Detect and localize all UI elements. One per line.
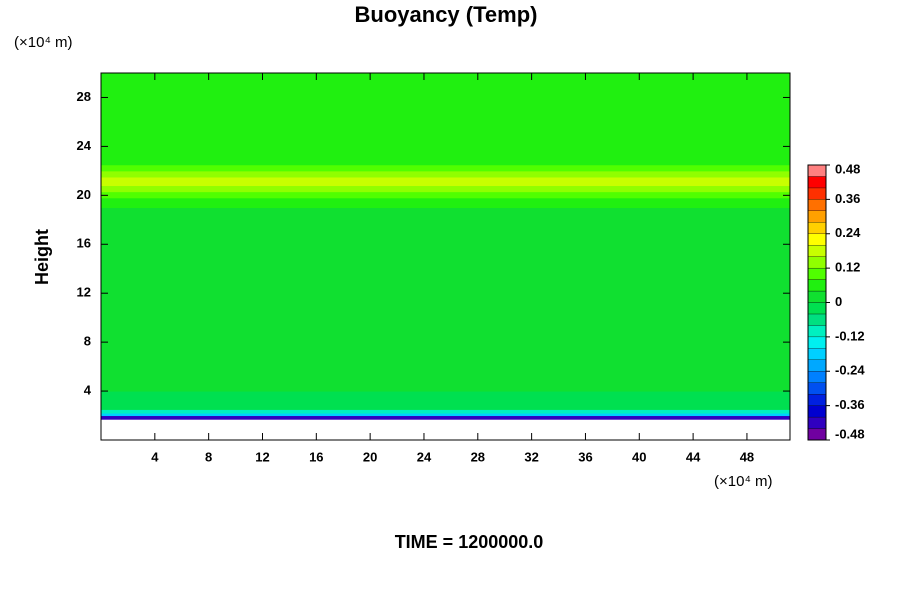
- colorbar-tick-label: 0.36: [835, 191, 860, 206]
- x-tick-label: 4: [151, 449, 159, 464]
- field-band: [101, 73, 790, 111]
- field-band: [101, 293, 790, 319]
- x-tick-label: 40: [632, 449, 646, 464]
- field-band: [101, 409, 790, 414]
- field-band: [101, 152, 790, 166]
- y-tick-label: 28: [77, 89, 91, 104]
- y-tick-label: 24: [77, 138, 92, 153]
- colorbar-cell: [807, 313, 827, 326]
- field-band: [101, 413, 790, 417]
- field-band: [101, 342, 790, 368]
- colorbar-cell: [807, 279, 827, 292]
- colorbar-tick-label: 0.48: [835, 161, 860, 176]
- time-annotation: TIME = 1200000.0: [395, 532, 544, 552]
- colorbar-cell: [807, 428, 827, 441]
- colorbar-cell: [807, 187, 827, 200]
- y-tick-label: 16: [77, 236, 91, 251]
- x-tick-label: 24: [417, 449, 432, 464]
- colorbar-cell: [807, 325, 827, 338]
- field-band: [101, 109, 790, 135]
- colorbar-cell: [807, 222, 827, 234]
- colorbar-cell: [807, 210, 827, 223]
- x-tick-label: 48: [740, 449, 754, 464]
- field-band: [101, 207, 790, 221]
- field-band: [101, 317, 790, 343]
- colorbar-cell: [807, 371, 827, 383]
- colorbar-cell: [807, 164, 827, 177]
- colorbar-tick-label: 0.24: [835, 225, 861, 240]
- field-band: [101, 366, 790, 392]
- colorbar-cell: [807, 336, 827, 349]
- colorbar-tick-label: -0.12: [835, 328, 865, 343]
- field-band: [101, 164, 790, 172]
- chart-title: Buoyancy (Temp): [355, 2, 538, 27]
- field-band: [101, 185, 790, 193]
- colorbar-cell: [807, 176, 827, 189]
- colorbar-cell: [807, 405, 827, 418]
- field-band: [101, 197, 790, 209]
- x-tick-label: 16: [309, 449, 323, 464]
- colorbar-cell: [807, 290, 827, 303]
- colorbar-tick-label: 0: [835, 294, 842, 309]
- field-band: [101, 170, 790, 178]
- field-band: [101, 176, 790, 187]
- field-band: [101, 134, 790, 154]
- colorbar-cell: [807, 382, 827, 395]
- y-tick-label: 4: [84, 383, 92, 398]
- x-tick-label: 8: [205, 449, 212, 464]
- field-band: [101, 268, 790, 294]
- colorbar-tick-label: 0.12: [835, 260, 860, 275]
- colorbar-cell: [807, 348, 827, 360]
- y-tick-label: 12: [77, 285, 91, 300]
- y-tick-label: 20: [77, 187, 91, 202]
- y-tick-label: 8: [84, 334, 91, 349]
- y-axis-label: Height: [32, 229, 52, 285]
- field-band: [101, 244, 790, 270]
- field-band: [101, 191, 790, 199]
- colorbar-cell: [807, 199, 827, 211]
- colorbar-cell: [807, 359, 827, 372]
- colorbar-cell: [807, 267, 827, 280]
- colorbar-cell: [807, 394, 827, 406]
- colorbar-tick-label: -0.48: [835, 426, 865, 441]
- field-band: [101, 415, 790, 420]
- x-tick-label: 44: [686, 449, 701, 464]
- x-tick-label: 28: [471, 449, 485, 464]
- colorbar-cell: [807, 416, 827, 429]
- x-tick-label: 12: [255, 449, 269, 464]
- field-band: [101, 219, 790, 245]
- field-band: [101, 391, 790, 410]
- plot-frame: [100, 72, 791, 441]
- colorbar-cell: [807, 233, 827, 246]
- x-unit: (×10⁴ m): [714, 473, 773, 490]
- colorbar-tick-label: -0.36: [835, 397, 865, 412]
- x-tick-label: 20: [363, 449, 377, 464]
- colorbar-cell: [807, 245, 827, 257]
- colorbar-cell: [807, 302, 827, 315]
- colorbar-cell: [807, 256, 827, 269]
- x-tick-label: 32: [524, 449, 538, 464]
- colorbar-tick-label: -0.24: [835, 363, 865, 378]
- x-tick-label: 36: [578, 449, 592, 464]
- y-unit: (×10⁴ m): [14, 34, 73, 51]
